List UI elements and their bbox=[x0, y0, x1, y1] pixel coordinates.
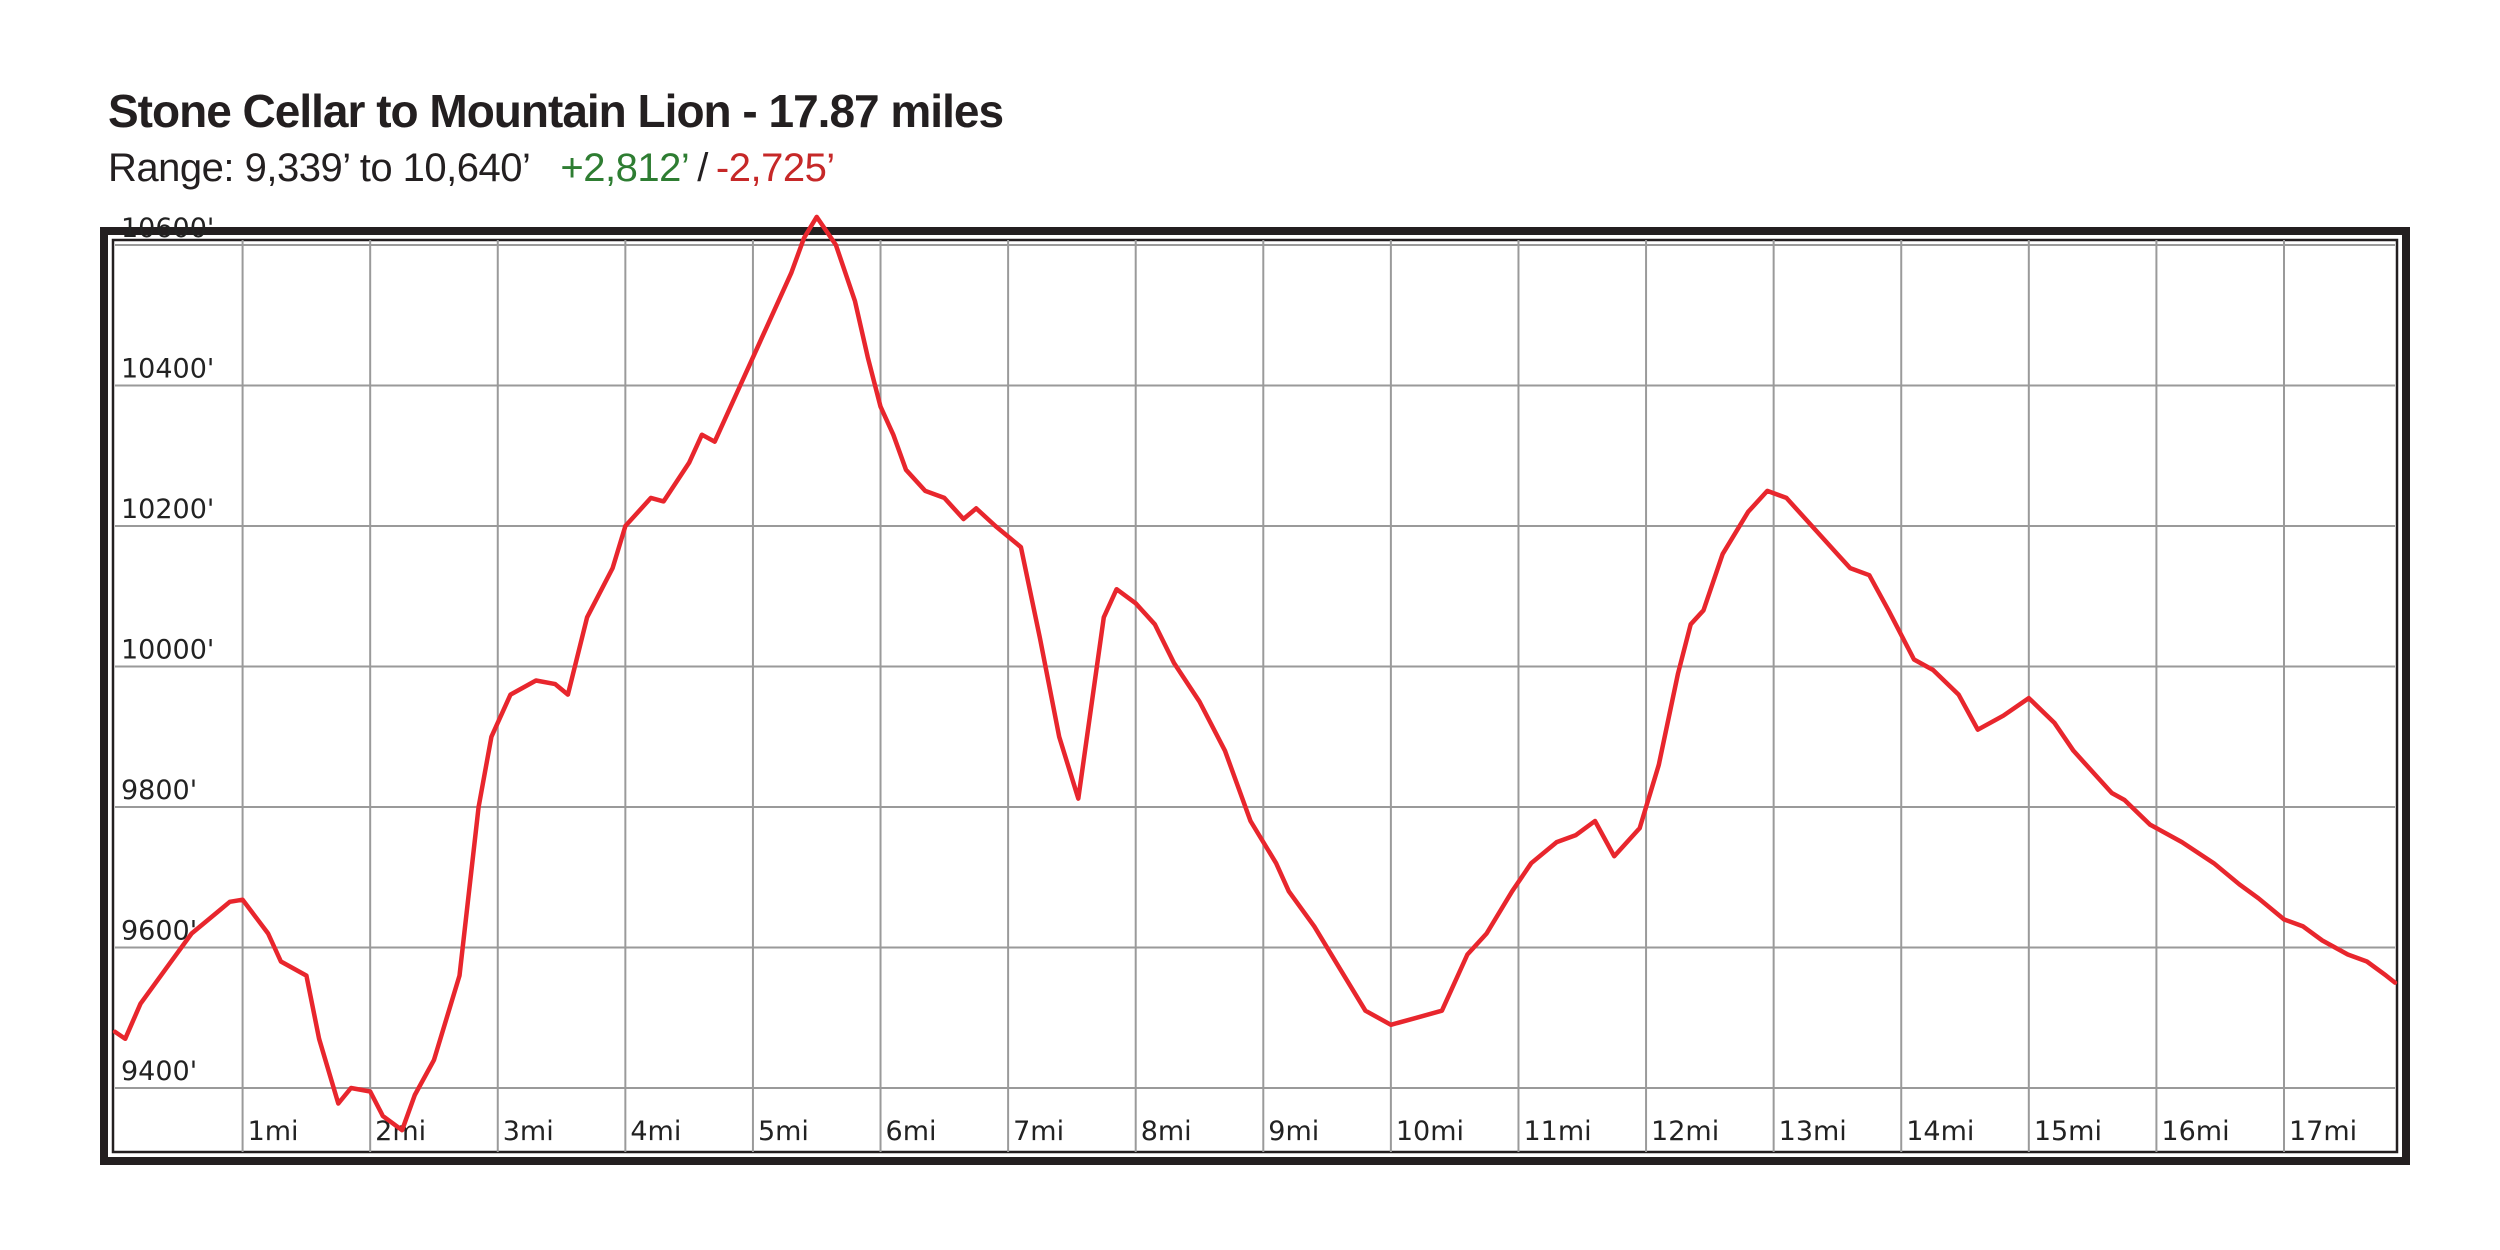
y-tick-label: 9400' bbox=[121, 1056, 197, 1087]
chart-title: Stone Cellar to Mountain Lion - 17.87 mi… bbox=[108, 85, 1004, 137]
y-tick-label: 10400' bbox=[121, 354, 214, 385]
x-tick-label: 8mi bbox=[1141, 1116, 1192, 1147]
y-tick-label: 10600' bbox=[121, 213, 214, 244]
gain-loss-separator: / bbox=[697, 146, 708, 190]
chart-outer-frame bbox=[100, 227, 2410, 1165]
y-tick-label: 10000' bbox=[121, 635, 214, 666]
x-tick-label: 14mi bbox=[1906, 1116, 1974, 1147]
x-tick-label: 15mi bbox=[2034, 1116, 2102, 1147]
y-tick-label: 9800' bbox=[121, 775, 197, 806]
elevation-range: Range: 9,339’ to 10,640’ bbox=[108, 146, 531, 190]
chart-inner-frame bbox=[111, 238, 2399, 1154]
x-tick-labels: 1mi 2mi 3mi 4mi 5mi 6mi 7mi 8mi 9mi 10mi 11mi 12mi 1… bbox=[248, 1116, 2358, 1147]
y-tick-label: 10200' bbox=[121, 494, 214, 525]
x-tick-label: 5mi bbox=[758, 1116, 809, 1147]
grid-lines bbox=[115, 240, 2395, 1152]
y-tick-labels: 9400'9600'9800'10000'10200'10400'10600' bbox=[121, 213, 214, 1087]
x-tick-label: 12mi bbox=[1651, 1116, 1719, 1147]
x-tick-label: 3mi bbox=[503, 1116, 554, 1147]
x-tick-label: 13mi bbox=[1779, 1116, 1847, 1147]
x-tick-label: 6mi bbox=[886, 1116, 937, 1147]
x-tick-label: 11mi bbox=[1523, 1116, 1591, 1147]
x-tick-label: 17mi bbox=[2289, 1116, 2357, 1147]
x-tick-label: 1mi bbox=[248, 1116, 299, 1147]
x-tick-label: 9mi bbox=[1268, 1116, 1319, 1147]
x-tick-label: 7mi bbox=[1013, 1116, 1064, 1147]
x-tick-label: 16mi bbox=[2161, 1116, 2229, 1147]
elevation-summary: Range: 9,339’ to 10,640’ +2,812’ / -2,725’ bbox=[108, 146, 835, 191]
elevation-loss: -2,725’ bbox=[715, 146, 835, 190]
elevation-gain: +2,812’ bbox=[560, 146, 690, 190]
x-tick-label: 4mi bbox=[630, 1116, 681, 1147]
x-tick-label: 10mi bbox=[1396, 1116, 1464, 1147]
elevation-line bbox=[112, 214, 2398, 1133]
